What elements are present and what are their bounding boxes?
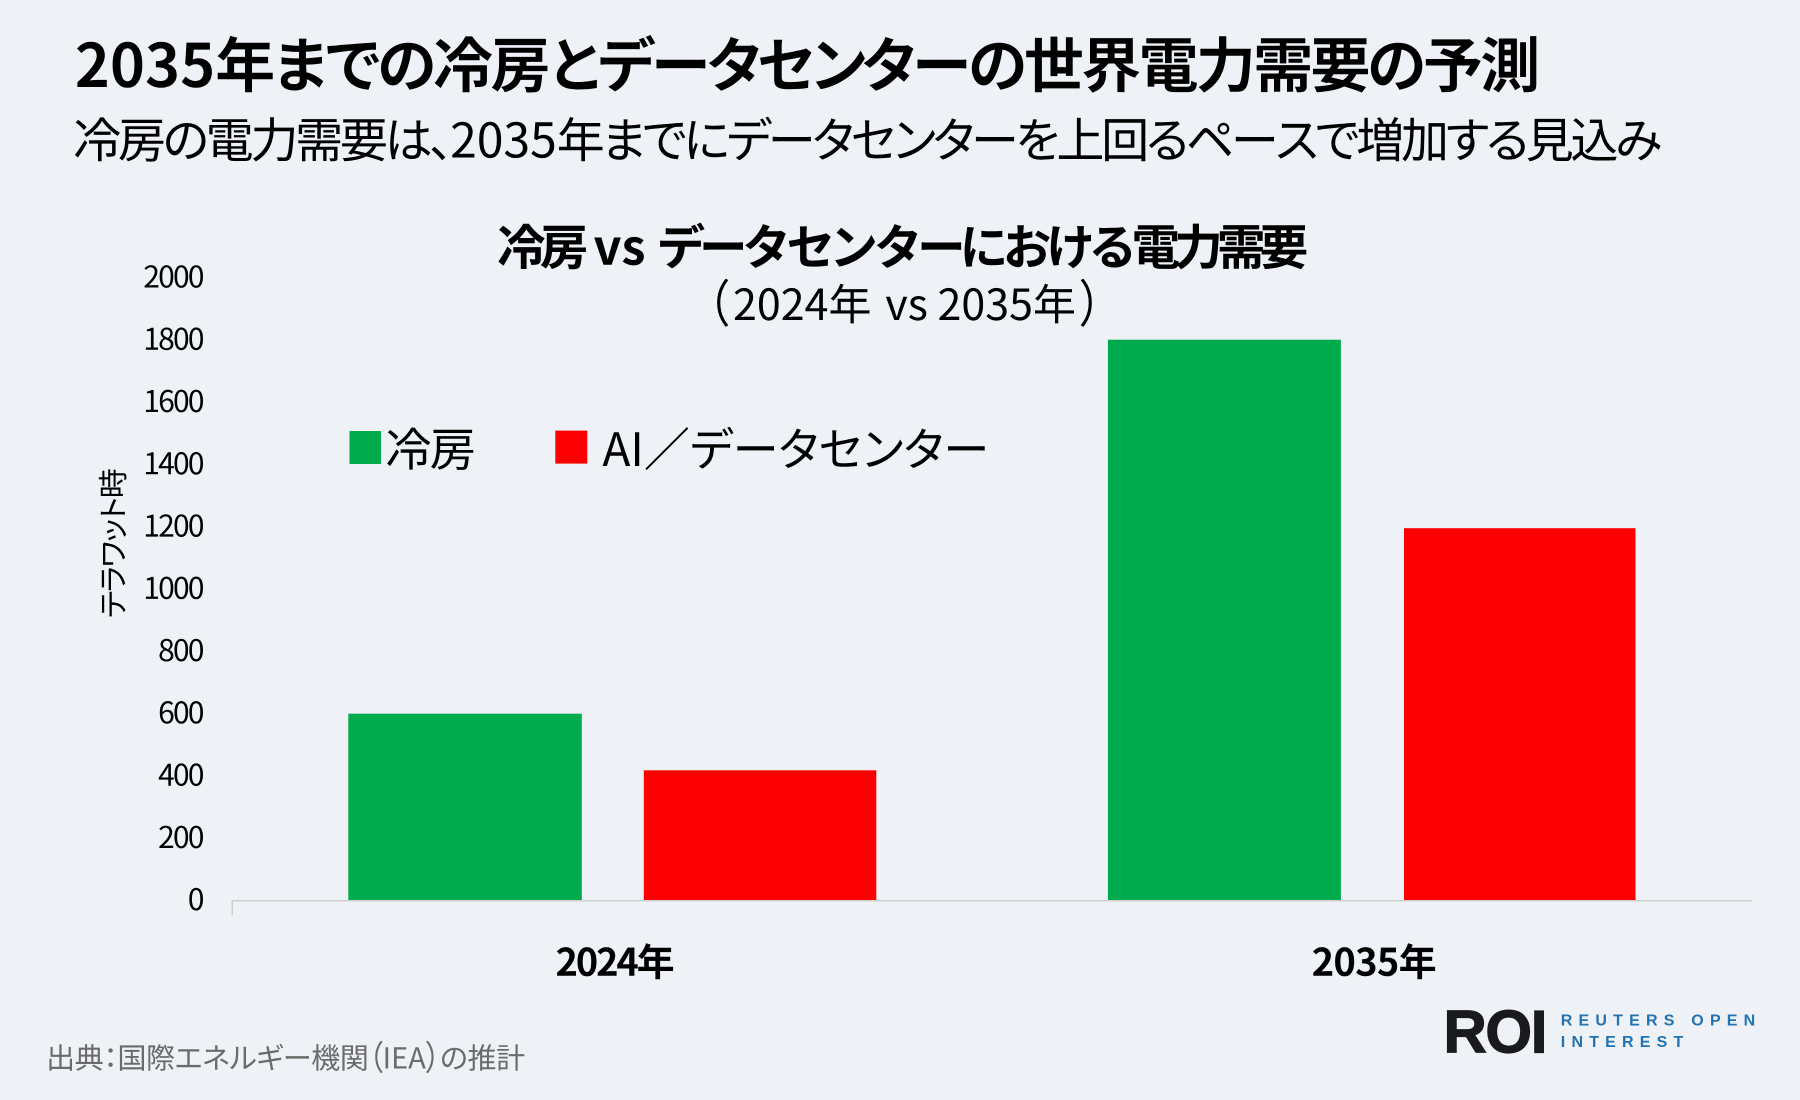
svg-text:INTEREST: INTEREST [1561, 1034, 1690, 1051]
svg-text:REUTERS OPEN: REUTERS OPEN [1561, 1013, 1762, 1030]
svg-text:ROI: ROI [1444, 999, 1546, 1066]
